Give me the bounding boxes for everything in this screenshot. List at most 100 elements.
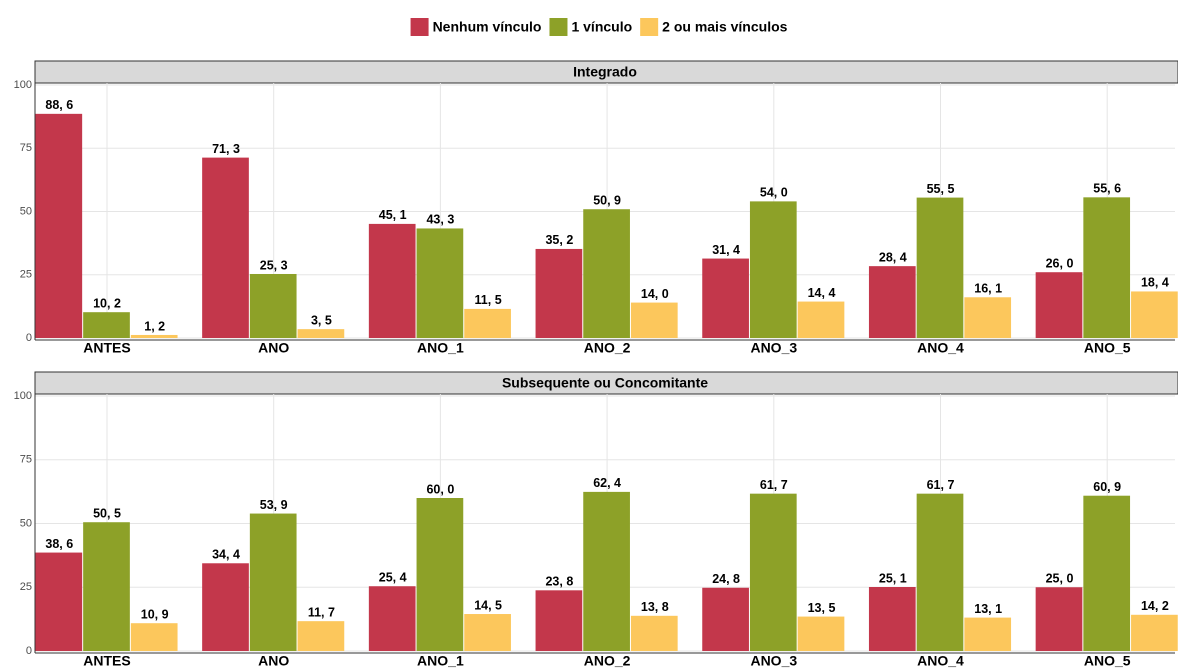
y-tick-label: 75 bbox=[20, 142, 32, 154]
bar bbox=[35, 552, 83, 651]
value-label: 71, 3 bbox=[212, 142, 240, 156]
value-label: 61, 7 bbox=[927, 478, 955, 492]
x-tick-label: ANO_3 bbox=[750, 340, 797, 356]
value-label: 45, 1 bbox=[379, 208, 407, 222]
value-label: 14, 4 bbox=[808, 286, 836, 300]
value-label: 55, 6 bbox=[1093, 182, 1121, 196]
x-tick-label: ANO_4 bbox=[917, 653, 964, 669]
value-label: 13, 1 bbox=[974, 602, 1002, 616]
bar bbox=[916, 197, 964, 338]
value-label: 10, 2 bbox=[93, 296, 121, 310]
bar bbox=[1035, 272, 1083, 338]
x-tick-label: ANTES bbox=[83, 653, 130, 669]
value-label: 50, 5 bbox=[93, 507, 121, 521]
x-tick-label: ANO bbox=[258, 653, 289, 669]
value-label: 23, 8 bbox=[545, 575, 573, 589]
bar bbox=[535, 248, 583, 338]
y-tick-label: 100 bbox=[14, 390, 32, 402]
x-tick-label: ANO_2 bbox=[584, 340, 631, 356]
value-label: 10, 9 bbox=[141, 608, 169, 622]
y-tick-label: 100 bbox=[14, 79, 32, 91]
bar bbox=[297, 621, 345, 651]
value-label: 34, 4 bbox=[212, 548, 240, 562]
x-tick-label: ANO_5 bbox=[1084, 653, 1131, 669]
bar bbox=[964, 617, 1012, 651]
value-label: 3, 5 bbox=[311, 313, 332, 327]
value-label: 26, 0 bbox=[1046, 257, 1074, 271]
bar bbox=[535, 590, 583, 651]
value-label: 25, 4 bbox=[379, 571, 407, 585]
bar bbox=[202, 157, 249, 338]
value-label: 25, 0 bbox=[1046, 572, 1074, 586]
series-group: 2 ou mais vínculos10, 9 11, 714, 5 13, 8 13… bbox=[130, 598, 1178, 651]
facet-strip bbox=[34, 60, 1178, 84]
bar bbox=[1035, 587, 1083, 651]
value-label: 88, 6 bbox=[45, 98, 73, 112]
value-label: 24, 8 bbox=[712, 572, 740, 586]
bar bbox=[630, 302, 678, 338]
bar bbox=[749, 493, 797, 651]
bar bbox=[797, 616, 845, 651]
x-tick-label: ANO_5 bbox=[1084, 340, 1131, 356]
bar bbox=[916, 493, 964, 651]
y-tick-label: 0 bbox=[26, 332, 32, 344]
bar bbox=[797, 301, 845, 338]
value-label: 35, 2 bbox=[545, 233, 573, 247]
x-tick-label: ANO_2 bbox=[584, 653, 631, 669]
value-label: 31, 4 bbox=[712, 243, 740, 257]
value-label: 53, 9 bbox=[260, 498, 288, 512]
bar bbox=[464, 614, 511, 651]
value-label: 43, 3 bbox=[426, 213, 454, 227]
bar bbox=[368, 586, 416, 651]
bar bbox=[416, 498, 464, 651]
bar bbox=[868, 266, 916, 338]
legend-label: 1 vínculo bbox=[571, 19, 632, 35]
value-label: 61, 7 bbox=[760, 478, 788, 492]
value-label: 60, 0 bbox=[426, 482, 454, 496]
y-tick-label: 50 bbox=[20, 517, 32, 529]
bar bbox=[964, 297, 1012, 338]
y-tick-label: 25 bbox=[20, 269, 32, 281]
x-tick-label: ANO_3 bbox=[750, 653, 797, 669]
value-label: 11, 7 bbox=[308, 605, 335, 619]
value-label: 14, 5 bbox=[474, 598, 502, 612]
y-tick-label: 50 bbox=[20, 205, 32, 217]
bar bbox=[630, 615, 678, 651]
value-label: 25, 3 bbox=[260, 258, 288, 272]
x-tick-label: ANO bbox=[258, 340, 289, 356]
bar bbox=[83, 312, 130, 338]
value-label: 1, 2 bbox=[144, 319, 165, 333]
value-label: 38, 6 bbox=[45, 537, 73, 551]
bar bbox=[749, 201, 797, 338]
bar bbox=[297, 329, 345, 338]
value-label: 50, 9 bbox=[593, 194, 621, 208]
bar bbox=[1083, 197, 1131, 338]
value-label: 55, 5 bbox=[927, 182, 955, 196]
value-label: 25, 1 bbox=[879, 571, 907, 585]
legend-label: 2 ou mais vínculos bbox=[662, 19, 787, 35]
legend-swatch bbox=[410, 18, 429, 36]
value-label: 14, 0 bbox=[641, 287, 669, 301]
bar bbox=[83, 522, 130, 651]
legend-label: Nenhum vínculo bbox=[433, 19, 542, 35]
y-tick-label: 75 bbox=[20, 454, 32, 466]
bar bbox=[1131, 291, 1178, 338]
value-label: 62, 4 bbox=[593, 476, 621, 490]
bar bbox=[130, 623, 178, 651]
value-label: 14, 2 bbox=[1141, 599, 1169, 613]
y-tick-label: 25 bbox=[20, 581, 32, 593]
bar bbox=[702, 258, 749, 338]
value-label: 60, 9 bbox=[1093, 480, 1121, 494]
x-tick-label: ANTES bbox=[83, 340, 130, 356]
value-label: 11, 5 bbox=[475, 293, 502, 307]
series-group: Nenhum vínculo88, 671, 345, 135, 231, 42… bbox=[35, 98, 1083, 338]
bar bbox=[130, 334, 178, 338]
bar bbox=[35, 113, 83, 338]
facet-title: Subsequente ou Concomitante bbox=[502, 375, 708, 391]
x-tick-label: ANO_4 bbox=[917, 340, 964, 356]
facet-strip bbox=[34, 371, 1178, 395]
bar bbox=[249, 273, 297, 338]
bar bbox=[583, 209, 630, 338]
